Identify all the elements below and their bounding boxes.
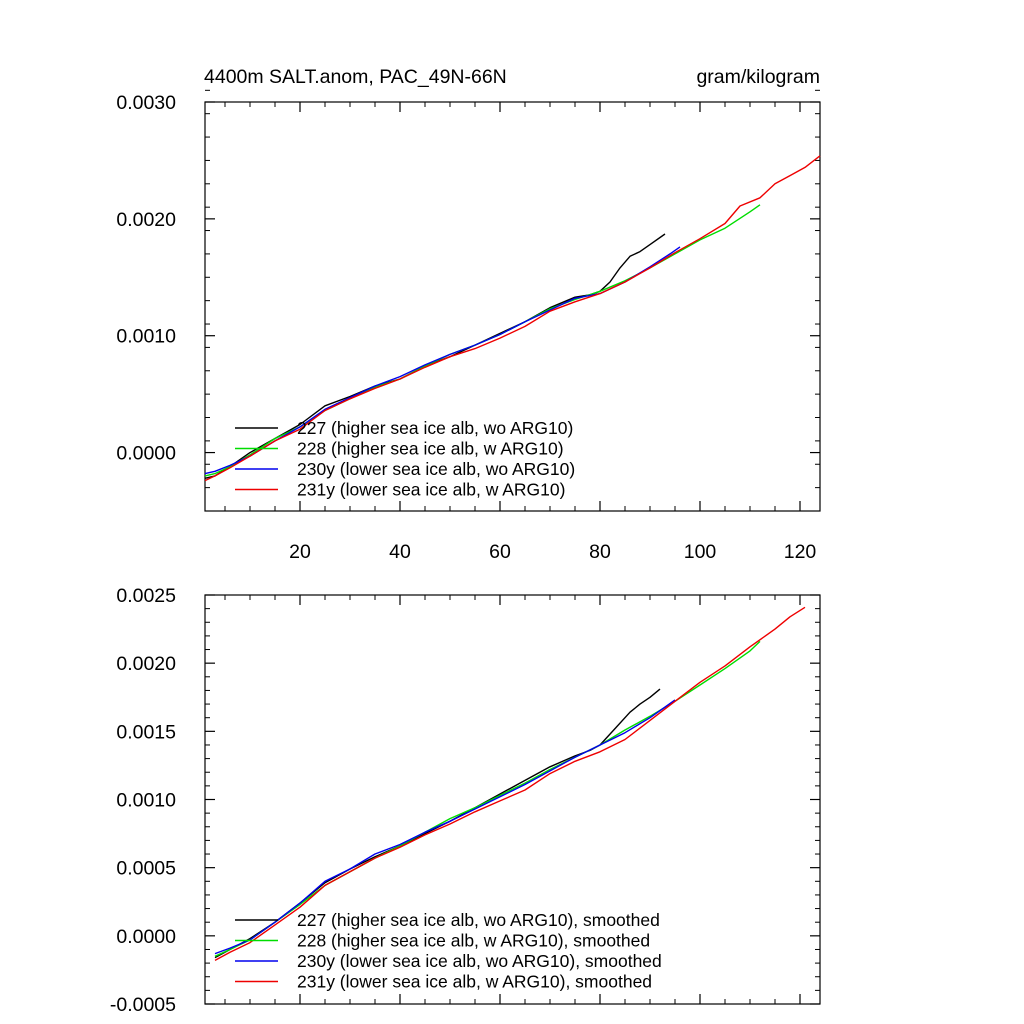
legend-label: 230y (lower sea ice alb, wo ARG10) xyxy=(297,459,575,479)
legend-label: 227 (higher sea ice alb, wo ARG10) xyxy=(297,418,573,438)
top-chart-panel: 20 40 60 80 100 120 0.0000 0.0010 0.0020 0.0030 22… xyxy=(116,89,821,563)
y-tick-label: 0.0010 xyxy=(116,326,176,348)
x-tick-label: 40 xyxy=(389,541,411,563)
y-tick-label: 0.0015 xyxy=(116,721,176,743)
y-tick-label: 0.0000 xyxy=(116,443,176,465)
x-tick-label: 100 xyxy=(684,541,717,563)
y-tick-label: 0.0020 xyxy=(116,653,176,675)
y-tick-label: 0.0010 xyxy=(116,790,176,812)
legend-label: 228 (higher sea ice alb, w ARG10) xyxy=(297,439,564,459)
y-tick-label: 0.0000 xyxy=(116,926,176,948)
y-tick-label: 0.0020 xyxy=(116,209,176,231)
x-tick-label: 20 xyxy=(289,541,311,563)
legend-label: 227 (higher sea ice alb, wo ARG10), smoo… xyxy=(297,910,660,930)
legend-label: 231y (lower sea ice alb, w ARG10) xyxy=(297,480,565,500)
x-tick-label: 60 xyxy=(489,541,511,563)
legend-label: 228 (higher sea ice alb, w ARG10), smoot… xyxy=(297,931,650,951)
chart-title: 4400m SALT.anom, PAC_49N-66N xyxy=(204,66,507,88)
y-tick-label: 0.0030 xyxy=(116,92,176,114)
y-tick-label: 0.0025 xyxy=(116,585,176,607)
x-tick-label: 80 xyxy=(589,541,611,563)
bottom-chart-panel: -0.0005 0.0000 0.0005 0.0010 0.0015 0.0020 0.0… xyxy=(110,585,821,1016)
series-line xyxy=(214,699,676,955)
series-line xyxy=(214,606,806,962)
legend-label: 231y (lower sea ice alb, w ARG10), smoot… xyxy=(297,972,652,992)
y-tick-label: 0.0005 xyxy=(116,858,176,880)
series-line xyxy=(204,155,821,482)
x-tick-label: 120 xyxy=(784,541,817,563)
legend-label: 230y (lower sea ice alb, wo ARG10), smoo… xyxy=(297,951,662,971)
y-tick-label: -0.0005 xyxy=(110,994,176,1016)
chart-units: gram/kilogram xyxy=(696,66,820,88)
plot-frame xyxy=(204,101,821,512)
